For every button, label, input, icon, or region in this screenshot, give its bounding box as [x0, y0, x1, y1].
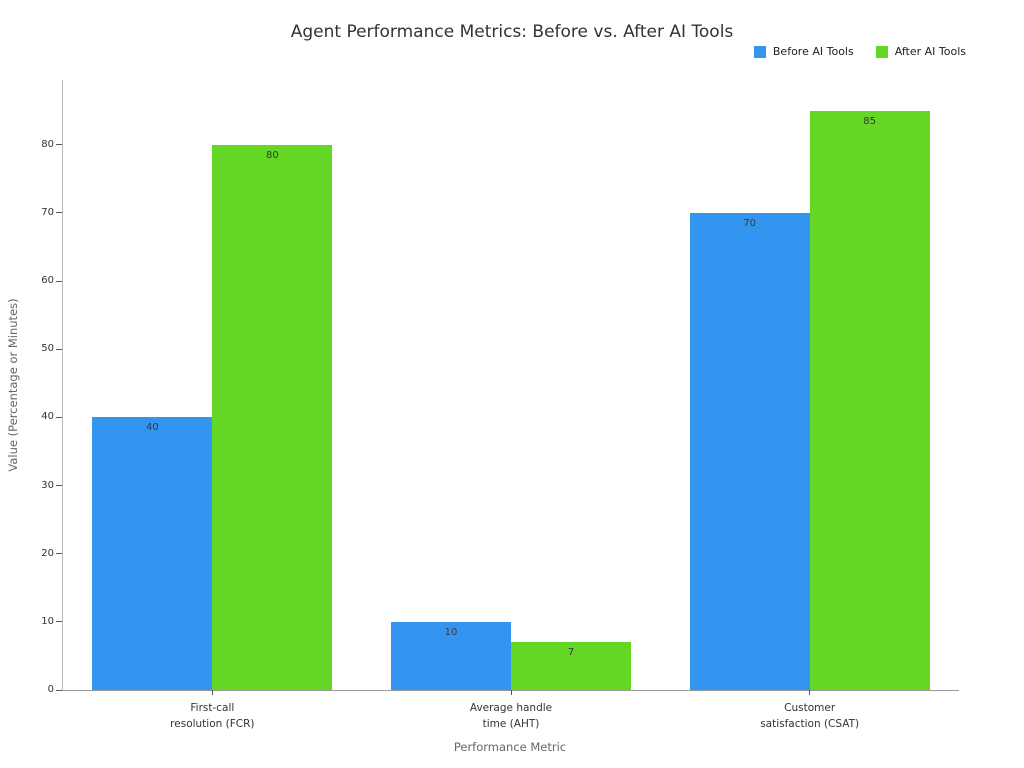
legend-label-after: After AI Tools	[894, 45, 966, 58]
x-axis-title: Performance Metric	[453, 740, 567, 754]
y-tick-mark	[56, 621, 62, 623]
y-tick-mark	[56, 348, 62, 350]
bar-value-label: 70	[743, 217, 757, 229]
bar-value-label: 7	[567, 647, 575, 659]
bar-before-2	[689, 212, 810, 690]
y-axis-title: Value (Percentage or Minutes)	[6, 298, 20, 472]
bar-after-1	[511, 642, 631, 690]
legend-item-after: After AI Tools	[875, 45, 966, 58]
y-tick-label: 20	[41, 547, 54, 559]
chart-title: Agent Performance Metrics: Before vs. Af…	[290, 22, 734, 42]
legend-swatch-before-icon	[753, 45, 766, 58]
x-tick-label-2: Customer satisfaction (CSAT)	[760, 702, 860, 730]
y-tick-label: 30	[41, 479, 54, 491]
y-tick-label: 70	[41, 206, 54, 218]
y-tick-label: 80	[41, 138, 54, 150]
x-tick-label-1: Average handle time (AHT)	[469, 702, 553, 730]
x-tick-mark	[211, 690, 213, 695]
y-tick-label: 0	[47, 684, 54, 695]
y-tick-mark	[56, 416, 62, 418]
y-tick-mark	[56, 689, 62, 691]
plot-area: 0 10 20 30 40 50 60 70 80 40 80 First-call resoluti…	[41, 80, 959, 730]
legend: Before AI Tools After AI Tools	[753, 45, 966, 58]
x-tick-label-0: First-call resolution (FCR)	[170, 702, 255, 730]
y-tick-mark	[56, 553, 62, 555]
bar-value-label: 10	[444, 626, 458, 638]
legend-label-before: Before AI Tools	[772, 45, 854, 58]
bar-after-0	[212, 144, 333, 690]
y-tick-mark	[56, 280, 62, 282]
x-tick-mark	[809, 690, 811, 695]
y-tick-mark	[56, 485, 62, 487]
y-tick-mark	[56, 144, 62, 146]
y-tick-label: 60	[41, 275, 54, 287]
bar-value-label: 40	[145, 422, 159, 434]
bar-before-0	[92, 417, 213, 690]
legend-item-before: Before AI Tools	[753, 45, 854, 58]
legend-swatch-after-icon	[875, 45, 888, 58]
bar-value-label: 80	[265, 149, 279, 161]
y-tick-mark	[56, 212, 62, 214]
y-tick-label: 40	[41, 411, 54, 423]
x-tick-mark	[510, 690, 512, 695]
y-tick-label: 50	[41, 343, 54, 355]
bar-before-1	[391, 621, 511, 690]
y-tick-label: 10	[41, 615, 54, 627]
bar-value-label: 85	[863, 115, 877, 127]
bar-after-2	[809, 110, 930, 690]
